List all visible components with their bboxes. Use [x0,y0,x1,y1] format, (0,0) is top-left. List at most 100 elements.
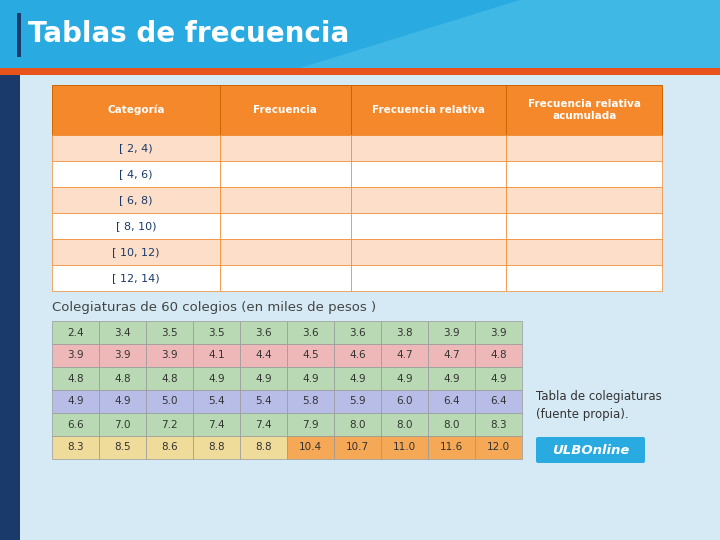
FancyBboxPatch shape [287,390,334,413]
Text: 11.0: 11.0 [393,442,416,453]
FancyBboxPatch shape [287,413,334,436]
Text: 11.6: 11.6 [440,442,463,453]
Text: 4.9: 4.9 [114,396,131,407]
FancyBboxPatch shape [475,321,522,344]
FancyBboxPatch shape [506,161,662,187]
Text: 3.5: 3.5 [161,327,178,338]
Text: 4.9: 4.9 [208,374,225,383]
FancyBboxPatch shape [52,85,220,135]
Text: 5.4: 5.4 [208,396,225,407]
FancyBboxPatch shape [220,187,351,213]
FancyBboxPatch shape [146,344,193,367]
Text: 3.9: 3.9 [490,327,507,338]
Text: 3.6: 3.6 [349,327,366,338]
FancyBboxPatch shape [334,321,381,344]
Text: 12.0: 12.0 [487,442,510,453]
FancyBboxPatch shape [334,344,381,367]
Text: 4.7: 4.7 [444,350,460,361]
Text: 10.4: 10.4 [299,442,322,453]
FancyBboxPatch shape [351,239,506,265]
FancyBboxPatch shape [0,75,20,540]
FancyBboxPatch shape [240,344,287,367]
Text: 7.2: 7.2 [161,420,178,429]
Text: 6.0: 6.0 [396,396,413,407]
FancyBboxPatch shape [351,85,506,135]
Text: 4.6: 4.6 [349,350,366,361]
Text: 3.9: 3.9 [114,350,131,361]
FancyBboxPatch shape [287,436,334,459]
Text: ULBOnline: ULBOnline [552,443,629,456]
FancyBboxPatch shape [351,135,506,161]
FancyBboxPatch shape [351,213,506,239]
Text: [ 2, 4): [ 2, 4) [119,143,153,153]
Text: 8.6: 8.6 [161,442,178,453]
FancyBboxPatch shape [506,135,662,161]
FancyBboxPatch shape [240,367,287,390]
FancyBboxPatch shape [0,75,720,540]
Text: 7.4: 7.4 [255,420,272,429]
Text: 4.8: 4.8 [67,374,84,383]
Text: 4.9: 4.9 [490,374,507,383]
FancyBboxPatch shape [287,321,334,344]
Text: Categoría: Categoría [107,105,165,115]
FancyBboxPatch shape [506,187,662,213]
Text: 4.4: 4.4 [255,350,272,361]
FancyBboxPatch shape [287,367,334,390]
FancyBboxPatch shape [52,321,99,344]
FancyBboxPatch shape [220,135,351,161]
Text: 4.9: 4.9 [67,396,84,407]
Text: 3.9: 3.9 [444,327,460,338]
FancyBboxPatch shape [99,436,146,459]
Text: 8.8: 8.8 [208,442,225,453]
Text: 8.0: 8.0 [396,420,413,429]
Text: [ 6, 8): [ 6, 8) [119,195,153,205]
FancyBboxPatch shape [381,367,428,390]
FancyBboxPatch shape [52,213,220,239]
Text: [ 8, 10): [ 8, 10) [116,221,156,231]
Text: 4.9: 4.9 [444,374,460,383]
Text: 7.4: 7.4 [208,420,225,429]
FancyBboxPatch shape [193,413,240,436]
FancyBboxPatch shape [146,390,193,413]
Text: 5.4: 5.4 [255,396,272,407]
Text: 3.4: 3.4 [114,327,131,338]
FancyBboxPatch shape [428,367,475,390]
FancyBboxPatch shape [99,390,146,413]
FancyBboxPatch shape [381,344,428,367]
FancyBboxPatch shape [193,390,240,413]
Text: 3.9: 3.9 [67,350,84,361]
FancyBboxPatch shape [240,436,287,459]
Text: Colegiaturas de 60 colegios (en miles de pesos ): Colegiaturas de 60 colegios (en miles de… [52,301,376,314]
Text: 4.9: 4.9 [396,374,413,383]
Text: Frecuencia: Frecuencia [253,105,318,115]
FancyBboxPatch shape [99,321,146,344]
Text: 5.0: 5.0 [161,396,178,407]
FancyBboxPatch shape [52,390,99,413]
FancyBboxPatch shape [475,390,522,413]
Text: 10.7: 10.7 [346,442,369,453]
FancyBboxPatch shape [146,413,193,436]
Text: 4.8: 4.8 [161,374,178,383]
FancyBboxPatch shape [0,68,720,75]
FancyBboxPatch shape [193,344,240,367]
Text: 3.9: 3.9 [161,350,178,361]
Text: Frecuencia relativa
acumulada: Frecuencia relativa acumulada [528,99,641,121]
FancyBboxPatch shape [287,344,334,367]
FancyBboxPatch shape [193,321,240,344]
FancyBboxPatch shape [334,413,381,436]
Text: 4.5: 4.5 [302,350,319,361]
FancyBboxPatch shape [0,0,720,68]
FancyBboxPatch shape [475,344,522,367]
FancyBboxPatch shape [475,367,522,390]
FancyBboxPatch shape [220,213,351,239]
FancyBboxPatch shape [334,367,381,390]
Text: 6.4: 6.4 [444,396,460,407]
FancyBboxPatch shape [536,437,645,463]
FancyBboxPatch shape [52,413,99,436]
Text: 7.9: 7.9 [302,420,319,429]
FancyBboxPatch shape [99,344,146,367]
FancyBboxPatch shape [146,367,193,390]
FancyBboxPatch shape [334,390,381,413]
FancyBboxPatch shape [220,161,351,187]
Text: 8.5: 8.5 [114,442,131,453]
